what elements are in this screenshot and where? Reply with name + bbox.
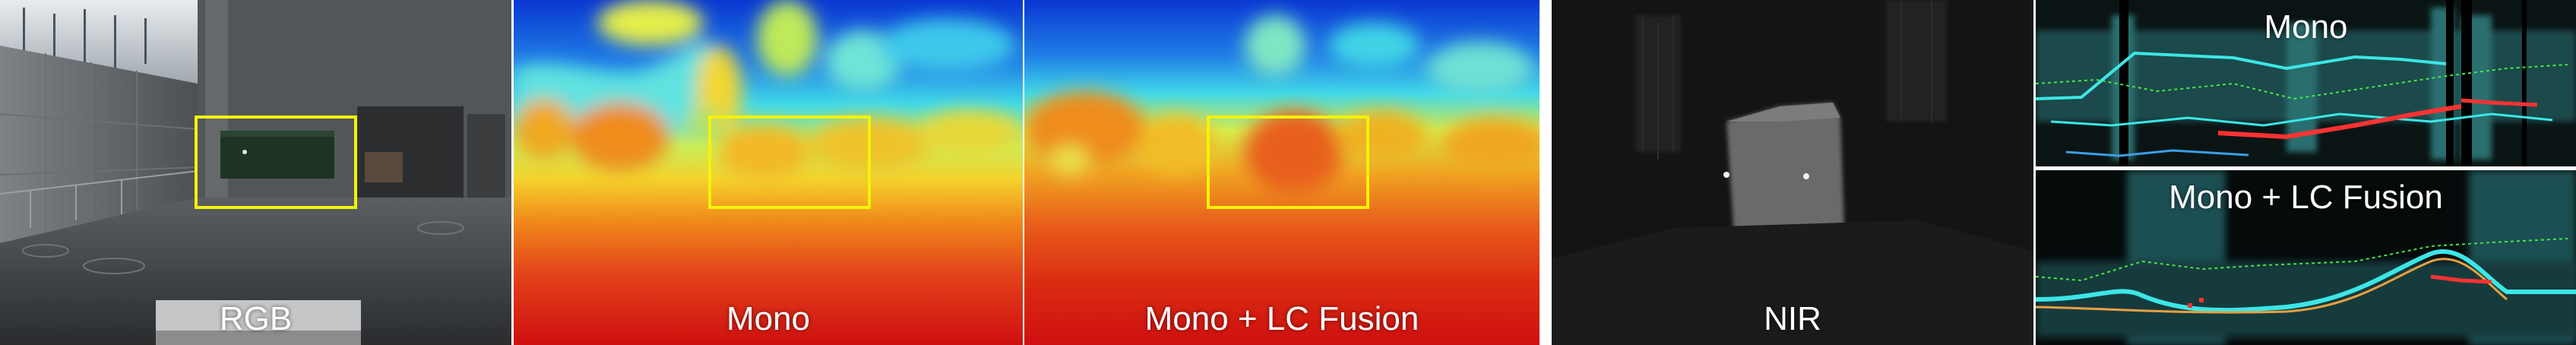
side-mono-panel: Mono <box>2036 0 2576 166</box>
fusion-highlight-box <box>1207 116 1369 209</box>
nir-image <box>1552 0 2033 345</box>
fusion-caption: Mono + LC Fusion <box>1144 300 1419 337</box>
mono-highlight-box <box>708 116 871 209</box>
nir-panel: NIR <box>1552 0 2033 345</box>
rgb-panel: RGB <box>0 0 511 345</box>
rgb-scene-image <box>0 0 511 345</box>
fusion-depth-panel: Mono + LC Fusion <box>1024 0 1540 345</box>
mono-depth-panel: Mono <box>514 0 1023 345</box>
nir-caption: NIR <box>1764 300 1821 337</box>
side-fusion-plot <box>2036 170 2576 345</box>
mono-depth-map <box>514 0 1023 345</box>
side-mono-plot <box>2036 0 2576 166</box>
rgb-highlight-box <box>195 116 357 209</box>
fusion-depth-map <box>1024 0 1540 345</box>
rgb-caption: RGB <box>219 300 293 337</box>
mono-caption: Mono <box>726 300 811 337</box>
side-fusion-caption: Mono + LC Fusion <box>2169 179 2443 216</box>
side-mono-caption: Mono <box>2264 8 2348 46</box>
side-fusion-panel: Mono + LC Fusion <box>2036 170 2576 345</box>
